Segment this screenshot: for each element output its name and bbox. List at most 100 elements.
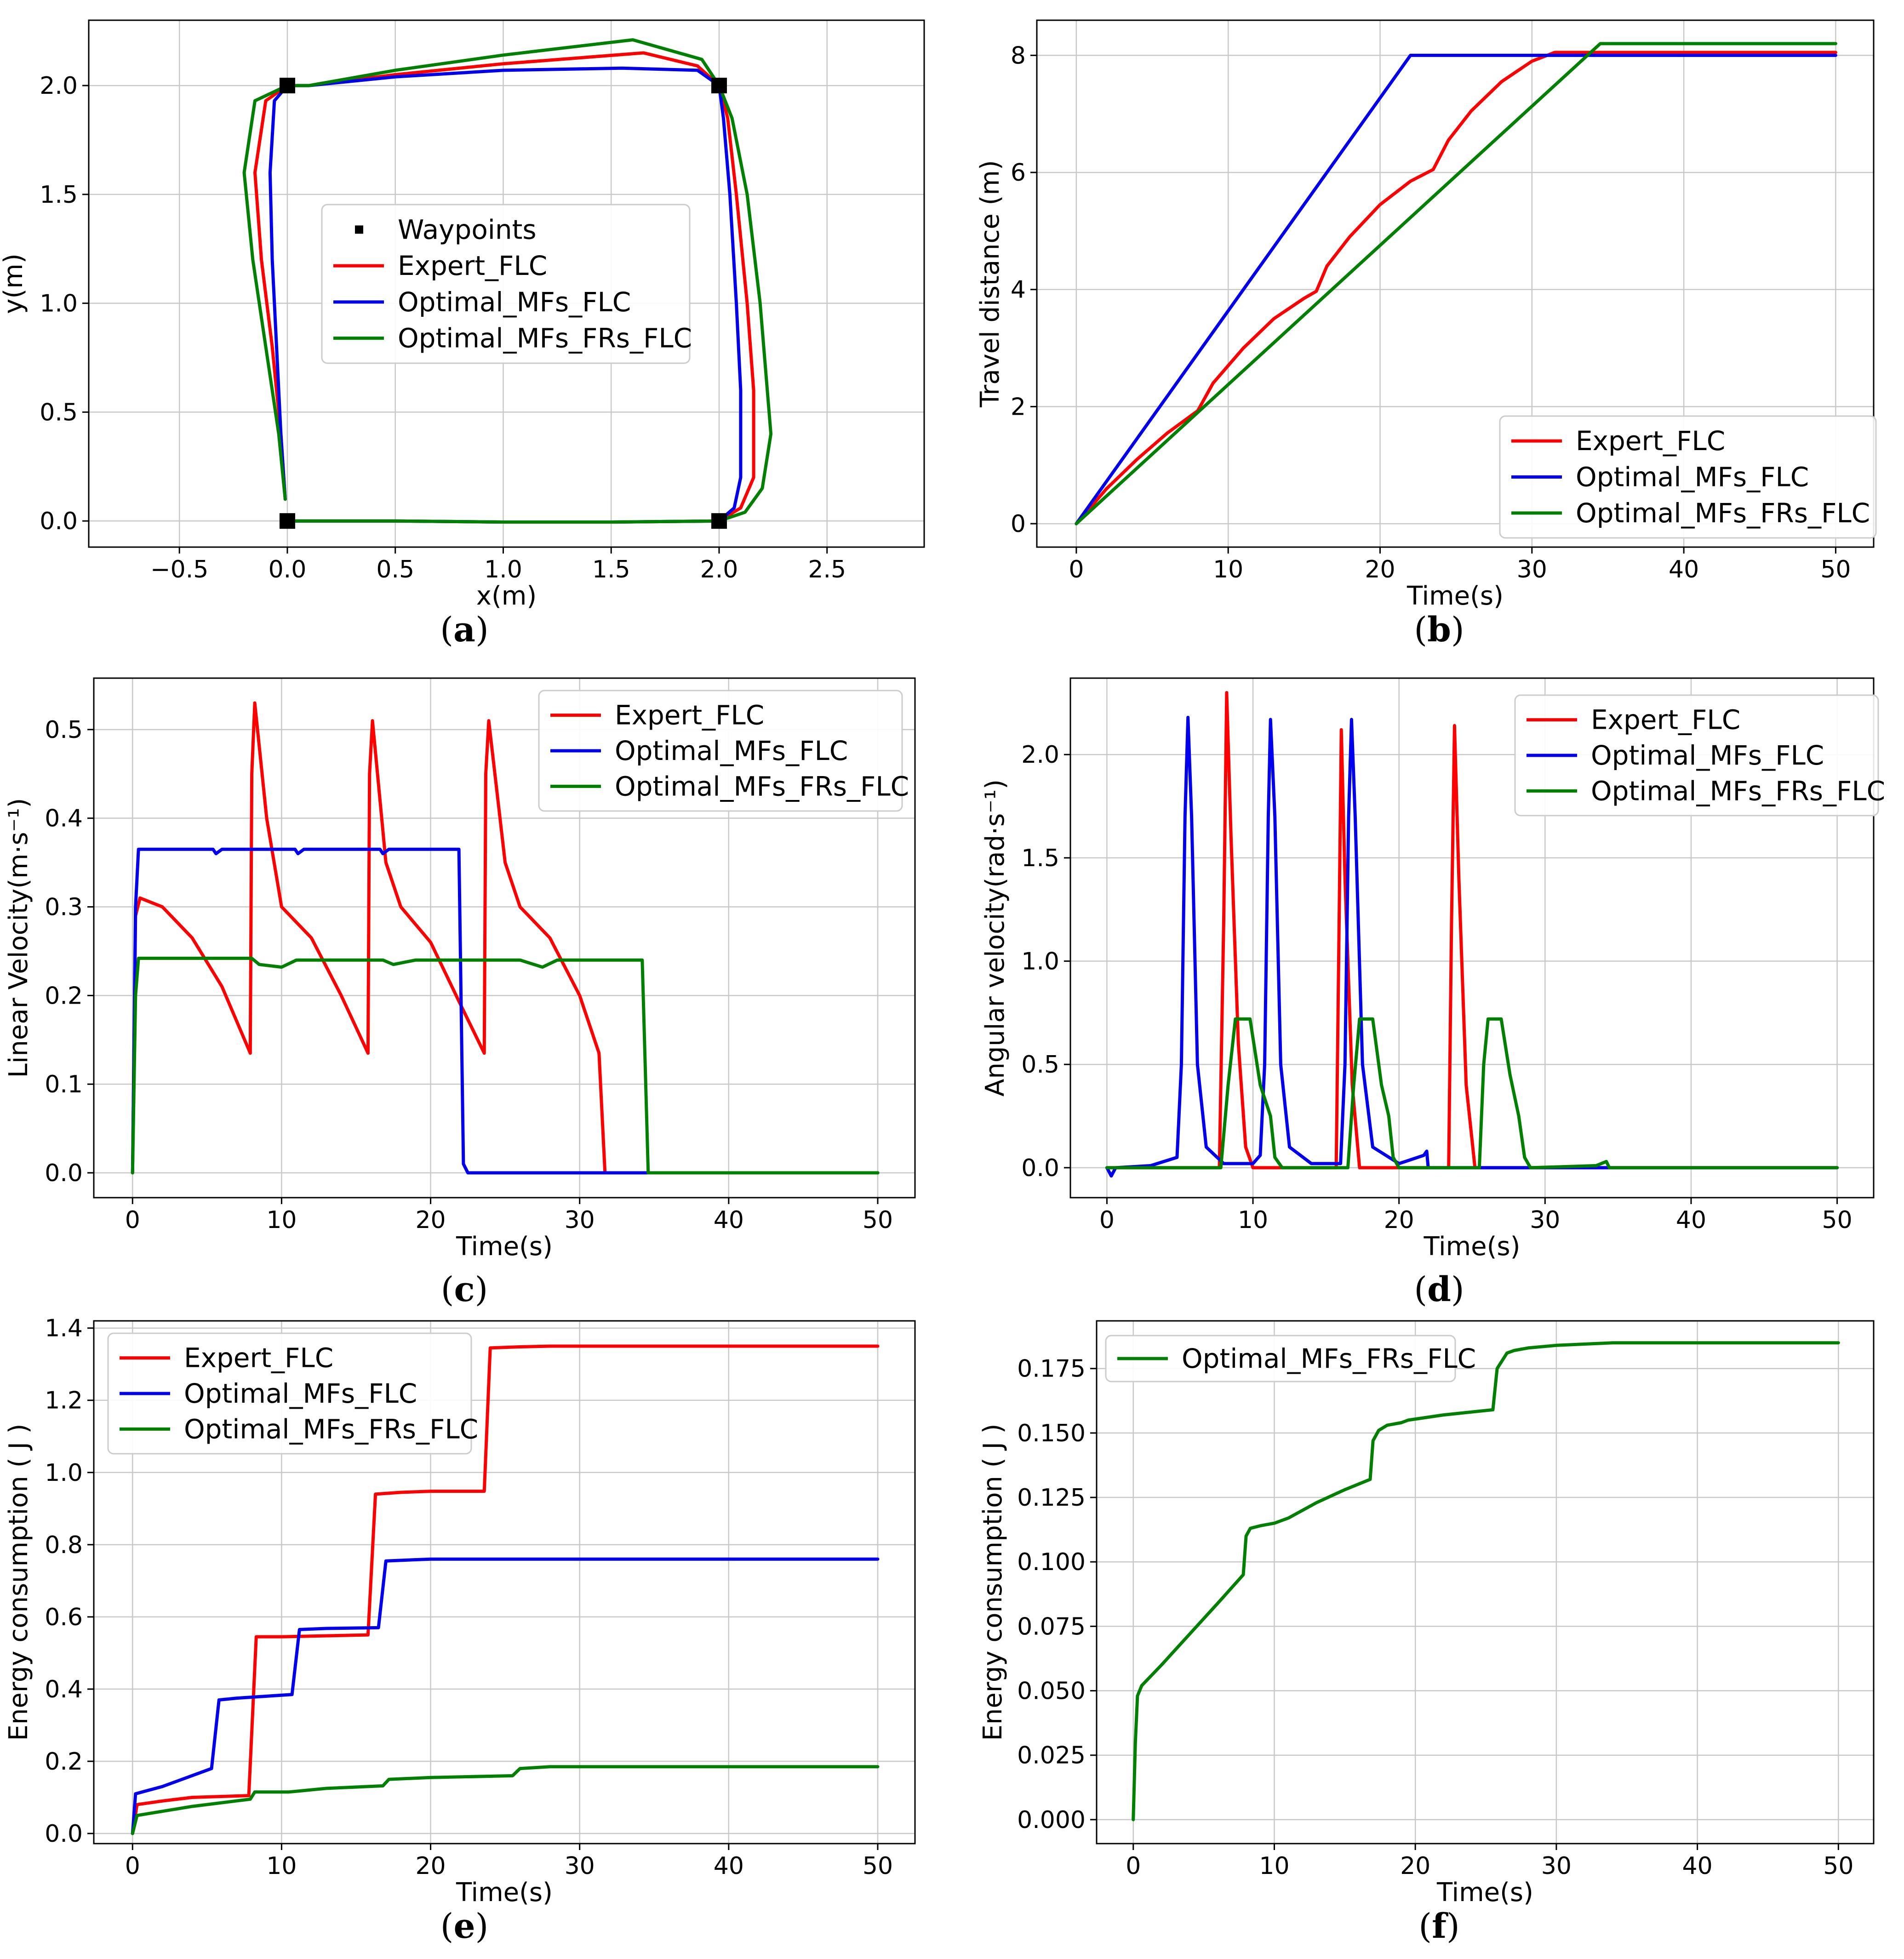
x-tick-label: 0 — [1069, 556, 1084, 583]
y-tick-label: 4 — [1011, 276, 1026, 304]
y-tick-label: 1.0 — [40, 290, 78, 318]
legend-marker-waypoints — [355, 225, 363, 234]
y-tick-label: 0.5 — [45, 716, 83, 744]
series-Optimal_MFs_FLC — [131, 1557, 880, 1835]
x-tick-label: 50 — [1823, 1852, 1853, 1880]
x-tick-label: 50 — [1820, 556, 1851, 583]
legend-label: Expert_FLC — [615, 700, 764, 731]
x-tick-label: 10 — [266, 1206, 297, 1234]
y-tick-label: 0 — [1011, 510, 1026, 538]
x-tick-label: 2.5 — [808, 556, 846, 583]
chart-e: 0 10 20 30 40 50 0.0 0.2 0.4 0.6 0.8 1.0 1.2 1.4 Time(… — [4, 1315, 916, 1946]
y-tick-label: 1.4 — [45, 1315, 83, 1342]
subfigure-caption: (c) — [441, 1270, 488, 1309]
y-tick-label: 0.6 — [45, 1604, 83, 1631]
y-tick-label: 0.050 — [1017, 1678, 1086, 1705]
chart-f: 0 10 20 30 40 50 0.000 0.025 0.050 0.075 0.100 0.12… — [978, 1320, 1875, 1946]
legend-label: Optimal_MFs_FRs_FLC — [1576, 497, 1870, 529]
y-axis-label: Angular velocity(rad·s⁻¹) — [980, 779, 1010, 1097]
x-tick-label: 10 — [266, 1852, 297, 1880]
subfigure-caption: (b) — [1414, 610, 1464, 650]
series-Expert_FLC — [131, 1344, 880, 1835]
y-tick-label: 0.0 — [40, 508, 78, 535]
legend-box — [538, 690, 903, 812]
series-Optimal_MFs_FRs_FLC — [131, 1765, 880, 1835]
legend-label: Optimal_MFs_FRs_FLC — [1591, 775, 1885, 806]
y-axis-label: Linear Velocity(m·s⁻¹) — [4, 798, 34, 1078]
subfigure-caption: (e) — [440, 1907, 489, 1946]
x-tick-label: 50 — [1822, 1206, 1853, 1234]
legend-box — [321, 204, 691, 364]
x-tick-label: 0.0 — [269, 556, 307, 583]
y-tick-label: 0.5 — [40, 399, 78, 426]
x-axis-label: Time(s) — [1407, 581, 1504, 611]
legend-box — [1105, 1335, 1456, 1382]
chart-c: 0 10 20 30 40 50 0.0 0.1 0.2 0.3 0.4 0.5 Time(s) Line… — [4, 677, 916, 1309]
y-tick-label: 0.150 — [1017, 1420, 1086, 1447]
y-tick-label: 1.5 — [1021, 845, 1059, 872]
x-tick-label: 1.0 — [484, 556, 522, 583]
plot-frame — [1096, 1320, 1875, 1845]
x-axis-label: Time(s) — [456, 1878, 553, 1908]
x-tick-label: 30 — [565, 1852, 595, 1880]
y-tick-label: 0.075 — [1017, 1613, 1086, 1640]
y-tick-label: 2.0 — [1021, 741, 1059, 769]
legend-label: Expert_FLC — [184, 1342, 333, 1374]
x-tick-label: 20 — [1400, 1852, 1430, 1880]
waypoint-marker — [711, 513, 727, 529]
series-Expert_FLC — [1075, 51, 1837, 525]
subfigure-caption: (a) — [440, 610, 489, 650]
subfigure-caption: (d) — [1414, 1270, 1464, 1309]
x-tick-label: 40 — [1669, 556, 1699, 583]
y-tick-label: 8 — [1011, 42, 1026, 69]
y-tick-label: 0.2 — [45, 982, 83, 1010]
y-axis-label: Energy consumption ( J ) — [978, 1423, 1008, 1741]
plot-frame — [93, 677, 916, 1199]
plot-frame — [93, 1320, 916, 1845]
legend-label: Expert_FLC — [1591, 704, 1740, 736]
x-tick-label: 20 — [415, 1206, 446, 1234]
y-tick-label: 1.5 — [40, 181, 78, 209]
x-tick-label: 0 — [1126, 1852, 1141, 1880]
x-tick-label: 20 — [1384, 1206, 1414, 1234]
x-tick-label: 40 — [714, 1206, 744, 1234]
chart-b: 0 10 20 30 40 50 0 2 4 6 8 Time(s) Travel distance (… — [975, 19, 1877, 650]
y-tick-label: 0.0 — [1021, 1154, 1059, 1182]
chart-a: −0.5 0.0 0.5 1.0 1.5 2.0 2.5 0.0 0.5 1.0 1.5 2.0 x(m… — [0, 19, 925, 650]
y-tick-label: 1.0 — [45, 1459, 83, 1487]
y-tick-label: 0.2 — [45, 1748, 83, 1776]
series-Expert_FLC — [131, 701, 880, 1175]
series-Optimal_MFs_FLC — [1105, 715, 1839, 1178]
series-Optimal_MFs_FLC — [1075, 53, 1837, 525]
legend-label: Optimal_MFs_FLC — [615, 735, 848, 766]
y-tick-label: 1.2 — [45, 1387, 83, 1415]
x-tick-label: 20 — [415, 1852, 446, 1880]
subfigure-caption: (f) — [1418, 1907, 1460, 1946]
x-tick-label: 30 — [1541, 1852, 1572, 1880]
legend-box — [1514, 694, 1879, 817]
y-tick-label: 0.5 — [1021, 1051, 1059, 1079]
x-tick-label: 40 — [1682, 1852, 1713, 1880]
series-Expert_FLC — [1105, 691, 1839, 1170]
legend-label: Optimal_MFs_FRs_FLC — [615, 771, 909, 802]
series-Optimal_MFs_FRs_FLC — [1132, 1341, 1840, 1822]
y-tick-label: 0.000 — [1017, 1806, 1086, 1834]
x-tick-label: 10 — [1213, 556, 1243, 583]
x-axis-label: x(m) — [476, 581, 537, 611]
x-tick-label: 40 — [714, 1852, 744, 1880]
y-tick-label: 0.100 — [1017, 1548, 1086, 1576]
y-axis-label: Travel distance (m) — [975, 160, 1005, 408]
plot-frame — [1069, 677, 1875, 1199]
x-tick-label: 0 — [1099, 1206, 1115, 1234]
y-tick-label: 0.4 — [45, 805, 83, 833]
x-axis-label: Time(s) — [456, 1232, 553, 1262]
y-tick-label: 0.0 — [45, 1820, 83, 1848]
plot-frame — [88, 19, 925, 548]
waypoint-marker — [279, 78, 295, 94]
legend-label: Waypoints — [398, 214, 537, 245]
legend-label: Expert_FLC — [398, 250, 547, 281]
y-tick-label: 0.3 — [45, 894, 83, 921]
x-tick-label: 0 — [125, 1852, 140, 1880]
x-tick-label: 30 — [1517, 556, 1547, 583]
